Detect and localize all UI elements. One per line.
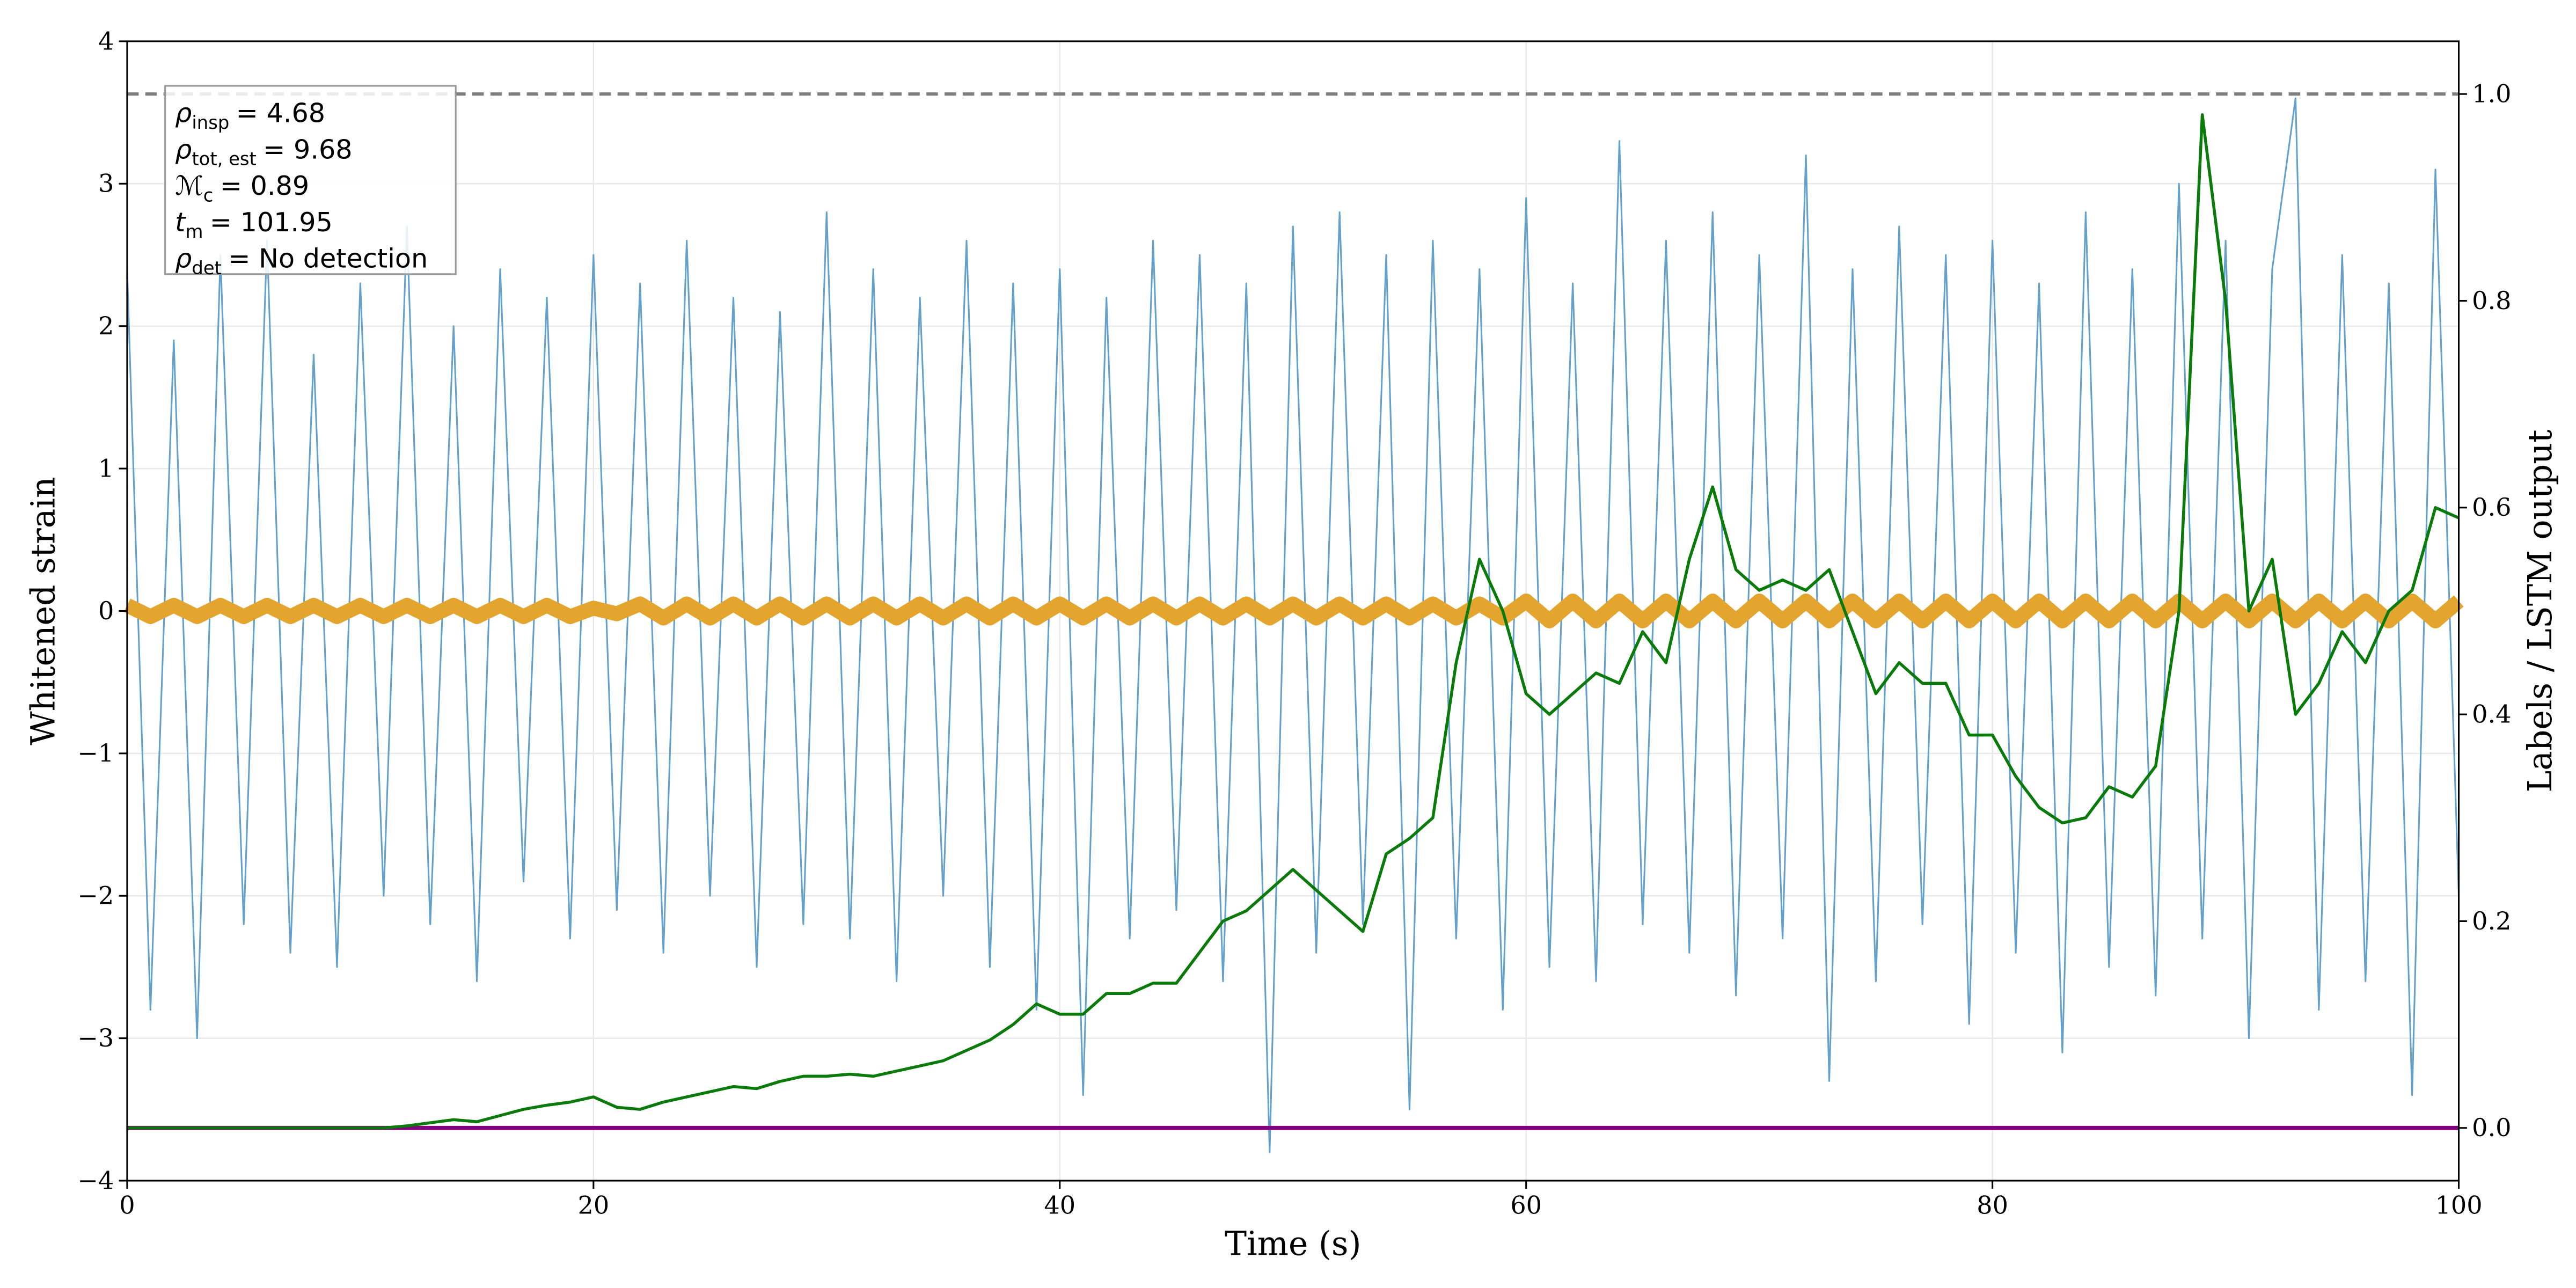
y2-axis-label: Labels / LSTM output [2521,429,2559,792]
annotation-value: = No detection [228,243,428,274]
annotation-subscript: insp [192,112,229,133]
annotation-subscript: tot, est [192,149,256,170]
x-tick-label: 80 [1977,1191,2008,1220]
y2-tick-label: 0.0 [2472,1113,2511,1142]
y2-tick-label: 0.8 [2472,286,2511,315]
annotation-subscript: det [192,258,222,279]
annotation-value: = 9.68 [263,134,352,165]
x-axis-label: Time (s) [1225,1224,1362,1263]
y2-tick-label: 0.2 [2472,906,2511,935]
annotation-text: ρinsp = 4.68 [175,98,325,133]
annotation-symbol: ρ [175,243,192,274]
y-tick-label: 2 [98,311,114,340]
annotation-text: ℳc = 0.89 [175,170,309,206]
plot-area [123,92,2464,1153]
y-tick-label: −4 [77,1166,114,1195]
annotation-text: ρdet = No detection [175,243,428,278]
y2-tick-label: 0.6 [2472,493,2511,522]
annotation-subscript: c [203,185,214,206]
x-tick-label: 20 [577,1191,609,1220]
series-line [127,113,2460,1130]
y2-tick-label: 1.0 [2472,79,2511,108]
series-line [123,594,2464,628]
x-tick-label: 40 [1044,1191,1075,1220]
y-tick-label: 1 [98,453,114,482]
annotation-symbol: ρ [175,98,192,129]
annotation-value: = 101.95 [210,207,333,238]
annotation-symbol: ρ [175,134,192,165]
y-axis-label: Whitened strain [24,477,63,745]
y-tick-label: −2 [77,881,114,910]
annotation-frame [164,85,457,275]
x-tick-label: 0 [119,1191,135,1220]
x-tick-label: 100 [2435,1191,2482,1220]
y-tick-label: 0 [98,596,114,625]
annotation-text: ρtot, est = 9.68 [175,134,352,169]
x-tick-label: 60 [1510,1191,1542,1220]
annotation-symbol: ℳ [175,170,203,201]
annotation-symbol: t [175,207,186,238]
annotation-text: tm = 101.95 [175,207,333,242]
annotation-subscript: m [185,221,203,242]
y2-tick-label: 0.4 [2472,700,2511,729]
y-tick-label: 3 [98,169,114,198]
annotation-value: = 4.68 [236,98,325,129]
ticks: 0 20 40 60 80 100 −4 −3 −2 −1 0 1 2 3 4 0.0 0.2 0.4 0.6 0.8… [77,26,2511,1219]
y-tick-label: −1 [77,738,114,767]
series-line [126,97,2460,1153]
annotation-value: = 0.89 [220,170,309,201]
y-tick-label: −3 [77,1023,114,1052]
y-tick-label: 4 [98,26,114,55]
